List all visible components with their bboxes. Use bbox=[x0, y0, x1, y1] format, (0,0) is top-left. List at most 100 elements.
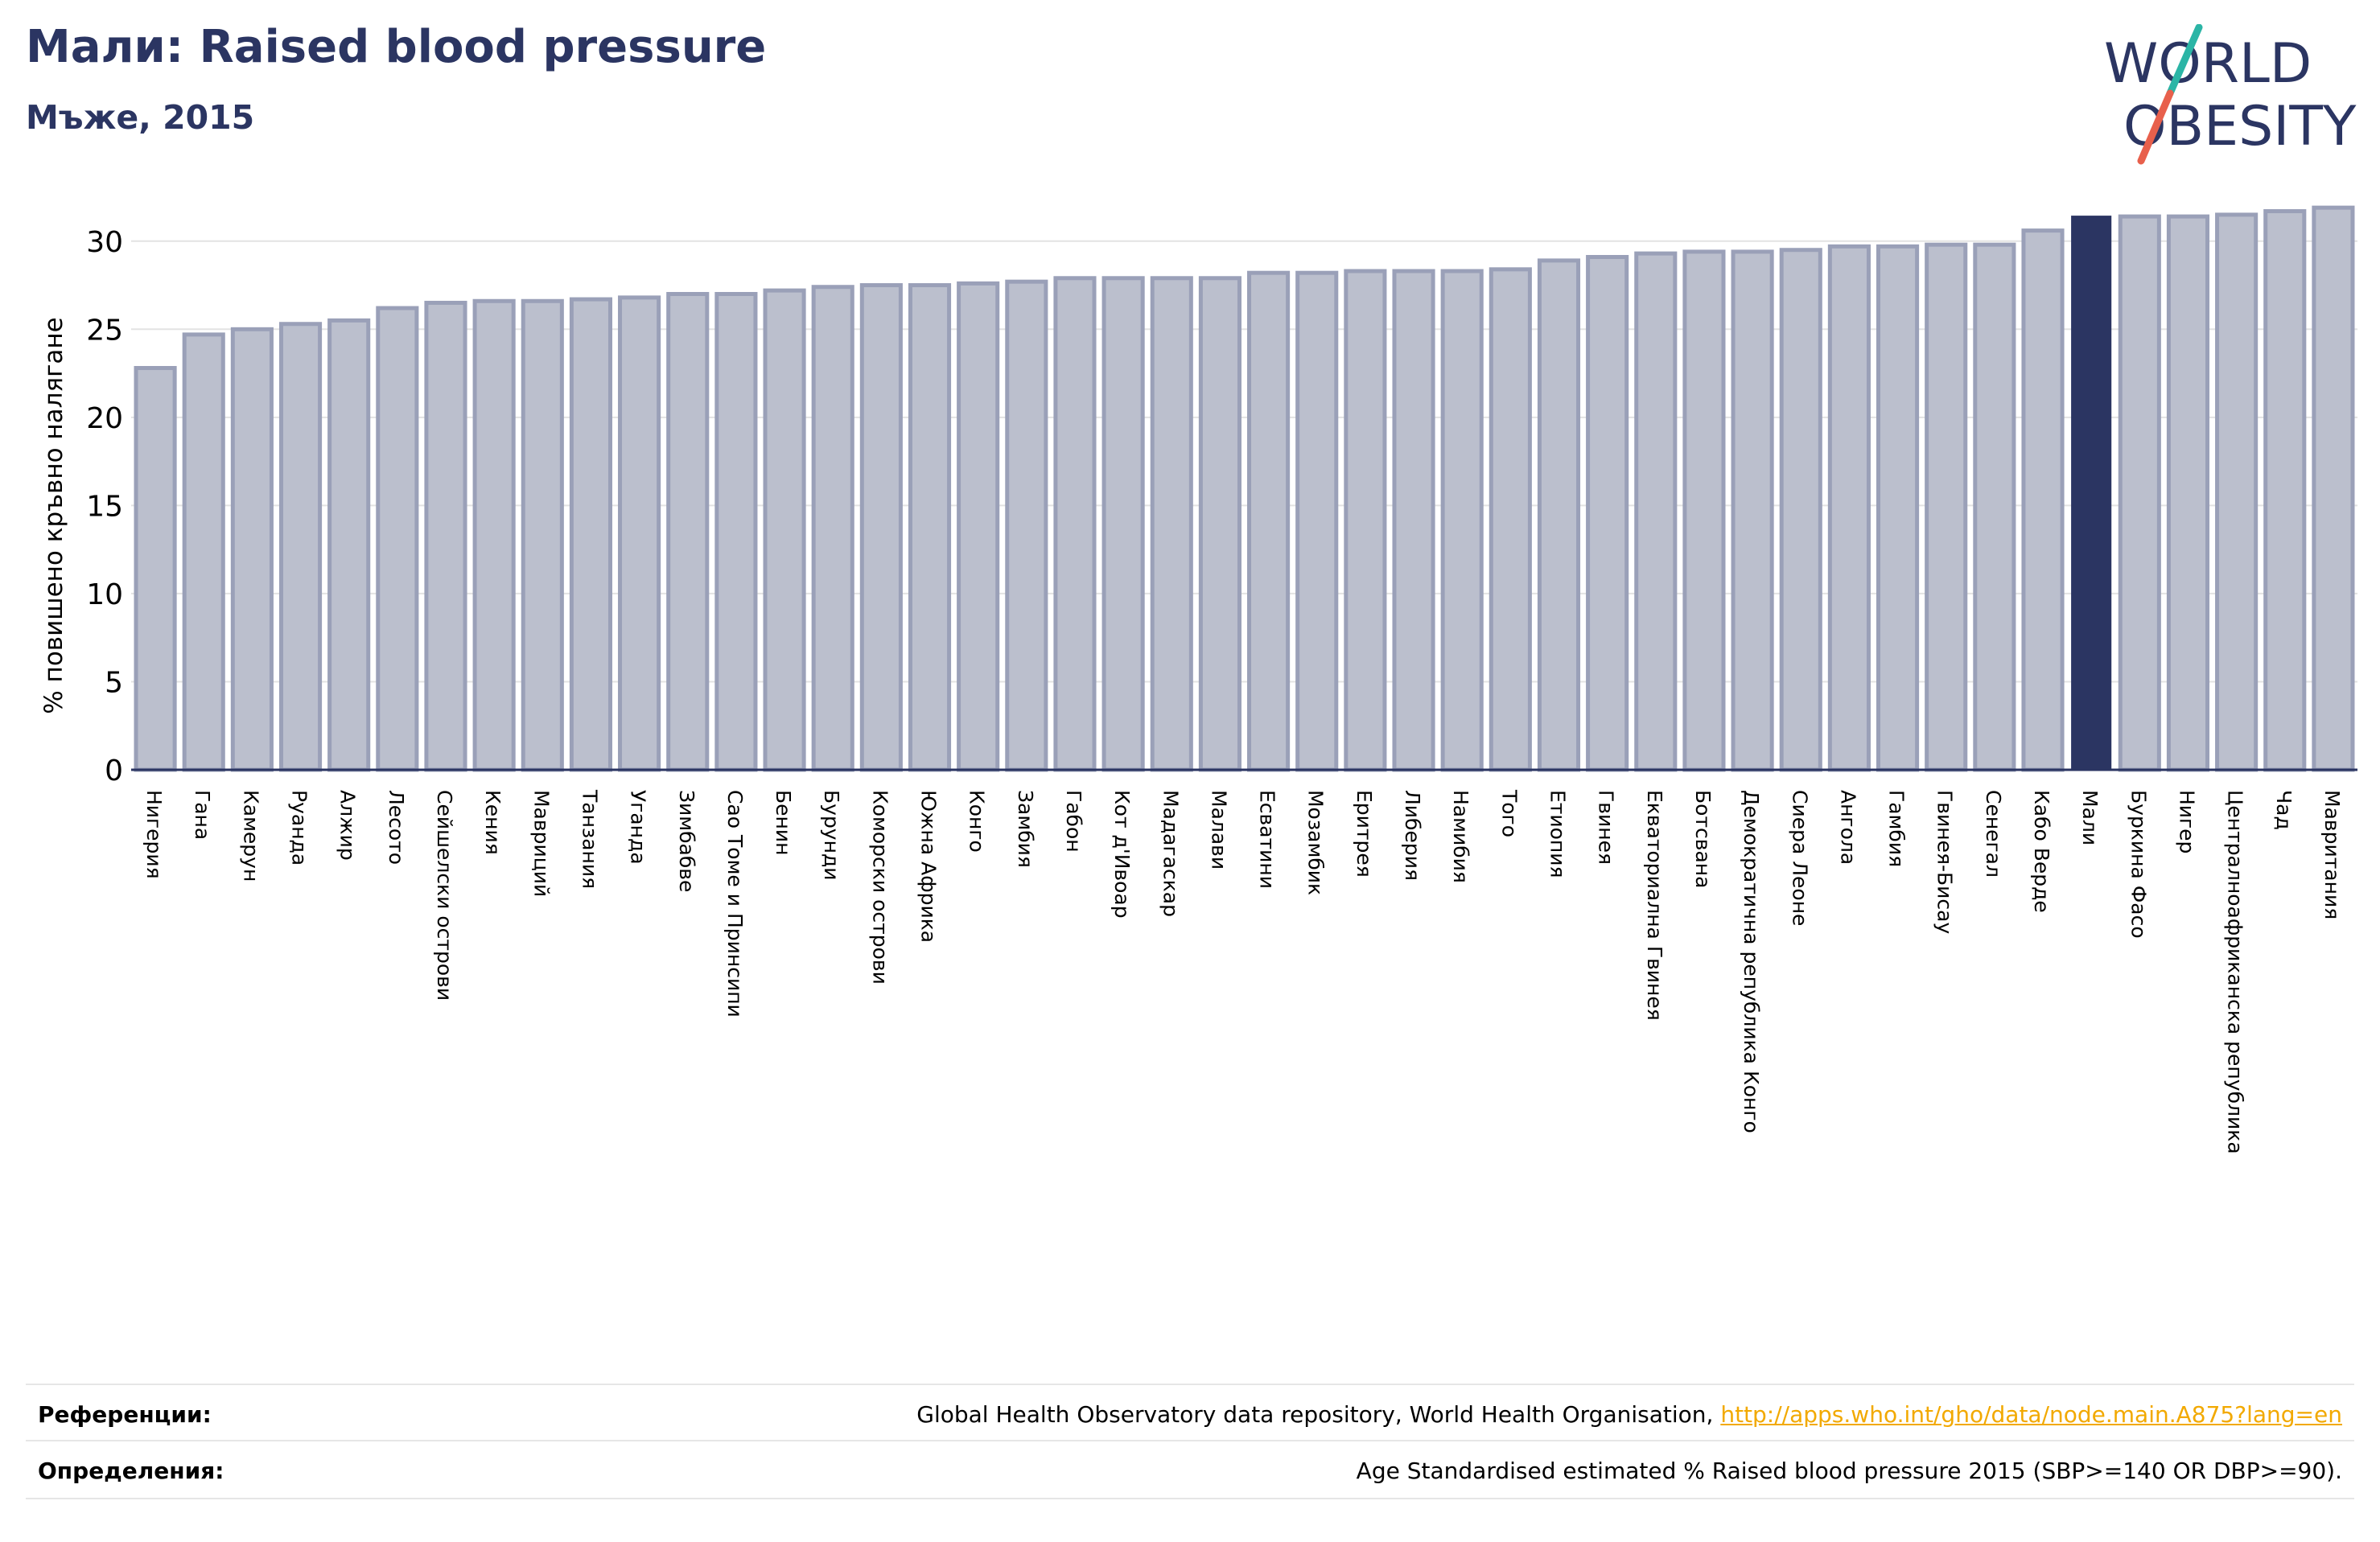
bar bbox=[1101, 276, 1145, 772]
x-tick-label: Танзания bbox=[578, 789, 601, 889]
bar bbox=[327, 318, 371, 772]
x-tick-label: Есватини bbox=[1256, 790, 1279, 889]
x-tick-label: Гана bbox=[191, 790, 214, 840]
x-tick-label: Мозамбик bbox=[1304, 790, 1328, 895]
x-tick-label: Уганда bbox=[627, 790, 650, 865]
logo-text-line1: WORLD bbox=[2104, 32, 2312, 96]
y-axis-ticks: 0 5 10 15 20 25 30 bbox=[86, 226, 123, 787]
logo-slash-red bbox=[2137, 89, 2174, 165]
x-tick-label: Демократична република Конго bbox=[1740, 790, 1763, 1133]
x-tick-label: Сенегал bbox=[1982, 790, 2005, 878]
y-tick-label: 25 bbox=[86, 314, 123, 347]
x-tick-label: Централноафриканска република bbox=[2224, 790, 2247, 1154]
y-tick-label: 10 bbox=[86, 578, 123, 611]
x-tick-label: Южна Африка bbox=[917, 790, 941, 943]
bar bbox=[1925, 242, 1968, 772]
bar bbox=[859, 283, 903, 772]
bar bbox=[1440, 269, 1484, 772]
bar bbox=[2166, 214, 2210, 772]
references-value: Global Health Observatory data repositor… bbox=[916, 1401, 2342, 1428]
x-tick-label: Нигерия bbox=[142, 790, 166, 879]
world-obesity-logo: WORLD OBESITY bbox=[2104, 24, 2357, 165]
bar bbox=[714, 291, 758, 772]
x-tick-label: Бенин bbox=[772, 790, 795, 855]
x-tick-label: Зимбабве bbox=[675, 790, 698, 892]
x-tick-label: Коморски острови bbox=[868, 790, 891, 985]
chart-subtitle: Мъже, 2015 bbox=[26, 98, 255, 137]
y-tick-label: 15 bbox=[86, 490, 123, 523]
bar bbox=[182, 332, 225, 772]
bar bbox=[1198, 276, 1241, 772]
x-tick-label: Мадагаскар bbox=[1159, 790, 1182, 917]
bar bbox=[1247, 270, 1291, 772]
bar bbox=[763, 288, 806, 772]
x-tick-label: Мали bbox=[2078, 790, 2102, 845]
x-tick-label: Либерия bbox=[1401, 790, 1424, 881]
definitions-text: Age Standardised estimated % Raised bloo… bbox=[1356, 1458, 2342, 1484]
bar bbox=[2215, 212, 2259, 772]
x-tick-label: Ботсвана bbox=[1691, 790, 1715, 888]
footer-divider-bottom bbox=[26, 1498, 2354, 1499]
x-axis-labels: Нигерия Гана Камерун Руанда Алжир Лесото Сейше… bbox=[142, 789, 2344, 1154]
bar bbox=[2312, 205, 2355, 772]
x-tick-label: Сейшелски острови bbox=[433, 790, 456, 1001]
x-tick-label: Алжир bbox=[336, 790, 360, 861]
x-tick-label: Мавриций bbox=[529, 790, 553, 897]
bar bbox=[2021, 228, 2065, 772]
bar bbox=[1005, 279, 1048, 772]
bar bbox=[1973, 242, 2016, 772]
logo-slash-teal bbox=[2166, 24, 2203, 97]
x-tick-label: Нигер bbox=[2175, 790, 2198, 853]
bar bbox=[569, 297, 613, 772]
x-tick-label: Етиопия bbox=[1546, 790, 1569, 878]
x-tick-label: Габон bbox=[1062, 790, 1085, 853]
bar bbox=[1876, 244, 1920, 772]
bar bbox=[666, 291, 710, 772]
x-tick-label: Екваториална Гвинея bbox=[1643, 790, 1666, 1021]
x-tick-label: Гвинея-Бисау bbox=[1933, 790, 1957, 934]
references-label: Референции: bbox=[38, 1401, 212, 1428]
bar bbox=[2263, 209, 2307, 772]
footer-divider-top bbox=[26, 1384, 2354, 1385]
x-tick-label: Намибия bbox=[1449, 790, 1472, 883]
bar bbox=[1779, 248, 1822, 772]
bars bbox=[134, 205, 2355, 772]
bar bbox=[230, 327, 274, 772]
y-tick-label: 20 bbox=[86, 402, 123, 435]
x-tick-label: Кения bbox=[481, 790, 504, 855]
x-tick-label: Сиера Леоне bbox=[1788, 790, 1811, 926]
x-tick-label: Руанда bbox=[288, 790, 311, 866]
x-tick-label: Бурунди bbox=[820, 790, 843, 881]
chart-title: Мали: Raised blood pressure bbox=[26, 21, 767, 73]
bar bbox=[908, 283, 952, 772]
x-tick-label: Камерун bbox=[239, 790, 262, 882]
x-tick-label: Конго bbox=[966, 790, 989, 853]
x-tick-label: Кот д'Ивоар bbox=[1110, 790, 1134, 919]
bar-highlighted bbox=[2071, 216, 2112, 771]
bar bbox=[1344, 269, 1387, 772]
x-tick-label: Сао Томе и Принсипи bbox=[723, 790, 747, 1018]
footer-divider-middle bbox=[26, 1440, 2354, 1441]
bar bbox=[1537, 258, 1581, 772]
y-axis-label: % повишено кръвно налягане bbox=[39, 317, 68, 714]
x-tick-label: Ангола bbox=[1836, 790, 1859, 865]
bar bbox=[1295, 270, 1339, 772]
references-link[interactable]: http://apps.who.int/gho/data/node.main.A… bbox=[1720, 1401, 2342, 1428]
bar bbox=[472, 298, 516, 772]
y-tick-label: 5 bbox=[105, 666, 123, 699]
x-tick-label: Гамбия bbox=[1885, 790, 1909, 867]
bar bbox=[424, 300, 467, 772]
bar bbox=[1682, 249, 1726, 772]
bar bbox=[1586, 254, 1629, 772]
bar bbox=[618, 295, 661, 772]
bar bbox=[811, 285, 854, 772]
x-tick-label: Малави bbox=[1207, 790, 1230, 870]
x-tick-label: Кабо Верде bbox=[2030, 790, 2053, 913]
bar bbox=[1489, 267, 1532, 772]
bar bbox=[1392, 269, 1435, 772]
x-tick-label: Мавритания bbox=[2320, 790, 2344, 919]
x-tick-label: Чад bbox=[2272, 790, 2296, 830]
x-tick-label: Буркина Фасо bbox=[2127, 790, 2150, 939]
bar bbox=[1634, 251, 1678, 772]
bar bbox=[376, 306, 419, 772]
